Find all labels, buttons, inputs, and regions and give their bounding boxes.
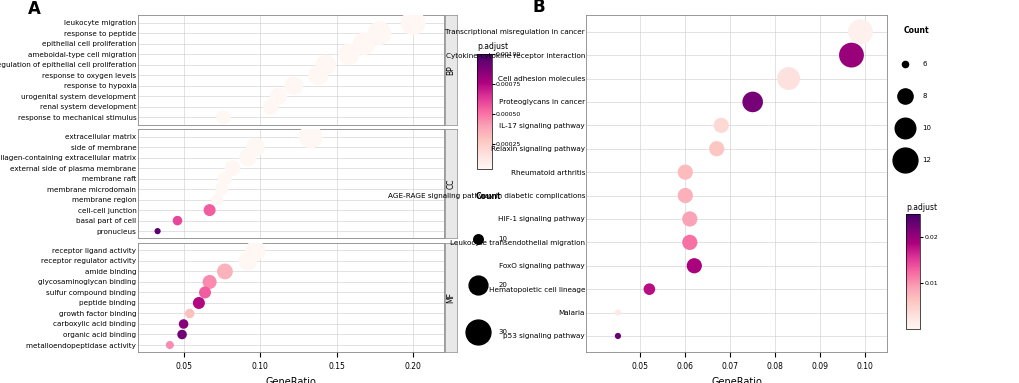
- Point: [191, 300, 207, 306]
- Text: MF: MF: [446, 292, 454, 303]
- Point: [202, 279, 218, 285]
- Point: [681, 216, 697, 222]
- Text: B: B: [532, 0, 544, 16]
- Point: [708, 146, 725, 152]
- Point: [340, 51, 357, 57]
- Point: [214, 186, 230, 192]
- X-axis label: GeneRatio: GeneRatio: [265, 376, 316, 383]
- Point: [712, 122, 729, 128]
- Point: [318, 62, 334, 68]
- Point: [215, 114, 231, 120]
- Point: [149, 228, 165, 234]
- Point: [173, 331, 191, 337]
- Point: [209, 196, 225, 203]
- Point: [609, 309, 626, 316]
- Text: 6: 6: [921, 61, 925, 67]
- Point: [239, 258, 256, 264]
- Point: [285, 83, 302, 89]
- Point: [263, 104, 279, 110]
- Point: [677, 193, 693, 199]
- Text: 20: 20: [498, 282, 506, 288]
- Point: [161, 342, 178, 348]
- Point: [677, 169, 693, 175]
- Point: [202, 207, 218, 213]
- Text: Count: Count: [903, 26, 928, 35]
- Point: [356, 41, 372, 47]
- Point: [686, 263, 702, 269]
- Point: [181, 310, 198, 316]
- Point: [641, 286, 657, 292]
- Point: [681, 239, 697, 246]
- Text: BP: BP: [446, 65, 454, 75]
- Point: [780, 75, 796, 82]
- Point: [247, 247, 263, 254]
- Text: A: A: [28, 0, 41, 18]
- Point: [216, 175, 232, 182]
- Point: [224, 165, 240, 171]
- Point: [239, 154, 256, 160]
- Text: Count: Count: [475, 192, 500, 201]
- Point: [997, 56, 1013, 62]
- Text: 8: 8: [921, 93, 925, 99]
- Text: p.adjust: p.adjust: [905, 203, 936, 212]
- Point: [270, 93, 286, 99]
- Text: 10: 10: [921, 125, 930, 131]
- Point: [582, 91, 598, 97]
- Point: [371, 30, 387, 36]
- Point: [609, 333, 626, 339]
- Point: [852, 29, 868, 35]
- Point: [169, 218, 185, 224]
- X-axis label: GeneRatio: GeneRatio: [711, 376, 761, 383]
- Point: [175, 321, 192, 327]
- Text: p.adjust: p.adjust: [477, 43, 508, 51]
- Text: 30: 30: [498, 329, 506, 335]
- Text: 10: 10: [498, 236, 506, 242]
- Point: [216, 268, 232, 275]
- Point: [310, 72, 326, 78]
- Text: CC: CC: [446, 178, 454, 189]
- Point: [843, 52, 859, 58]
- Point: [744, 99, 760, 105]
- Point: [247, 144, 263, 150]
- Point: [303, 134, 319, 140]
- Point: [197, 290, 213, 296]
- Text: 12: 12: [921, 157, 930, 163]
- Point: [405, 20, 421, 26]
